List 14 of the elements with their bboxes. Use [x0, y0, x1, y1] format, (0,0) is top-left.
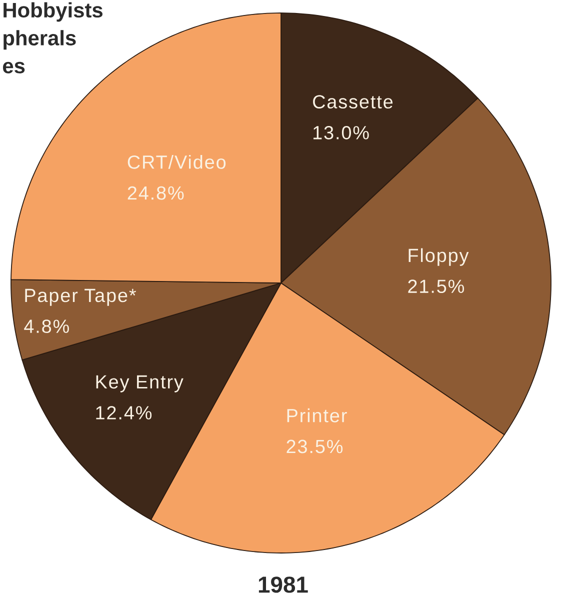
slice-label: Printer — [287, 408, 347, 422]
data-label: 23.5% — [286, 440, 343, 454]
slice-label: Paper Tape* — [25, 288, 136, 306]
text: 1981 — [258, 576, 308, 593]
text: Hobbyists pherals es — [3, 2, 102, 74]
slice-label: Cassette — [313, 95, 393, 108]
data-label: 24.8% — [128, 186, 184, 200]
slice-label: CRT/Video — [128, 154, 226, 169]
data-label: 13.0% — [314, 126, 369, 140]
data-label: 21.5% — [408, 280, 464, 294]
slice-label: Floppy — [408, 248, 469, 266]
data-label: 4.8% — [24, 320, 69, 334]
data-label: 12.4% — [96, 406, 152, 420]
slice-label: Key Entry — [96, 375, 184, 392]
